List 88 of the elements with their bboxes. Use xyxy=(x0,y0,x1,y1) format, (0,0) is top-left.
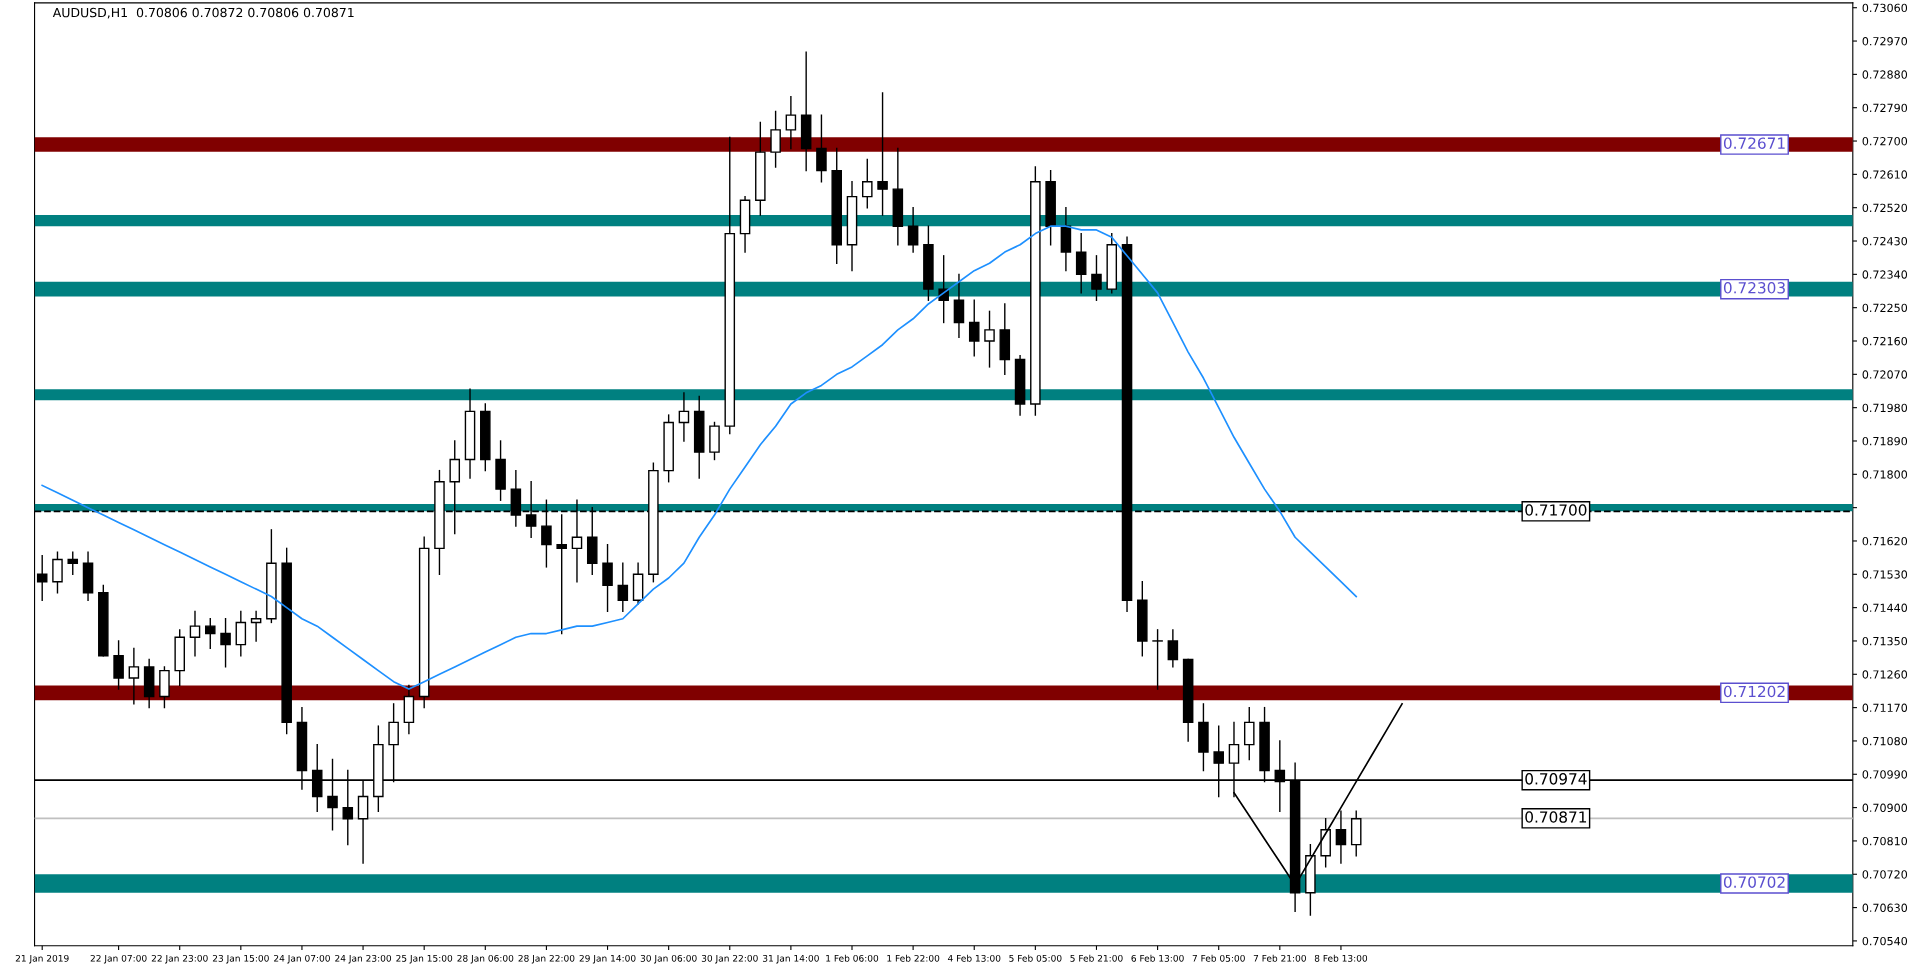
candlestick xyxy=(785,95,797,150)
line-series xyxy=(41,225,1358,690)
candlestick xyxy=(556,514,567,635)
x-tick-label: 5 Feb 21:00 xyxy=(1070,954,1123,962)
candlestick xyxy=(1243,706,1255,761)
candlestick xyxy=(770,110,781,168)
candlestick xyxy=(862,158,873,209)
candlestick xyxy=(816,114,827,183)
candlestick xyxy=(678,392,690,442)
x-tick-label: 28 Jan 06:00 xyxy=(457,954,514,964)
y-tick-label: 0.71170 xyxy=(1862,703,1908,712)
x-tick-label: 22 Jan 07:00 xyxy=(90,954,147,964)
y-tick-label: 0.72970 xyxy=(1862,37,1908,46)
x-tick-label: 6 Feb 13:00 xyxy=(1131,954,1184,962)
candlestick xyxy=(67,551,79,575)
y-tick-label: 0.72700 xyxy=(1862,137,1908,146)
candlestick xyxy=(617,562,629,613)
candlestick xyxy=(128,647,140,705)
y-tick-label: 0.70720 xyxy=(1862,870,1908,879)
candlestick xyxy=(602,543,613,613)
x-tick-label: 25 Jan 15:00 xyxy=(396,954,453,964)
x-tick-label: 1 Feb 22:00 xyxy=(887,954,940,962)
candlestick xyxy=(953,273,965,338)
y-tick-label: 0.71620 xyxy=(1862,536,1908,546)
candlestick xyxy=(250,610,262,642)
y-tick-label: 0.71800 xyxy=(1862,470,1908,479)
candlestick xyxy=(52,551,63,594)
candlestick xyxy=(113,640,124,690)
y-tick-label: 0.72610 xyxy=(1862,170,1908,179)
x-tick-label: 7 Feb 05:00 xyxy=(1192,954,1245,962)
x-tick-label: 23 Jan 15:00 xyxy=(212,954,269,964)
candlestick xyxy=(968,299,980,357)
y-tick-label: 0.72070 xyxy=(1862,370,1908,379)
y-tick-label: 0.71530 xyxy=(1862,570,1908,579)
x-tick-label: 1 Feb 06:00 xyxy=(826,954,879,962)
x-tick-label: 29 Jan 14:00 xyxy=(579,954,636,964)
y-tick-label: 0.71350 xyxy=(1862,636,1908,646)
candlestick xyxy=(938,255,949,324)
y-tick-label: 0.72250 xyxy=(1862,303,1908,313)
x-tick-label: 30 Jan 22:00 xyxy=(701,954,758,964)
ref-line-label: 0.70974 xyxy=(1525,773,1587,785)
x-tick-label: 21 Jan 2019 xyxy=(15,954,69,964)
x-tick-label: 4 Feb 13:00 xyxy=(947,954,1001,962)
candlestick xyxy=(1167,629,1179,668)
y-tick-label: 0.73060 xyxy=(1862,3,1908,13)
y-tick-label: 0.72340 xyxy=(1862,270,1908,279)
y-tick-label: 0.71980 xyxy=(1862,403,1908,413)
candlestick xyxy=(877,92,888,216)
ref-line-label: 0.70871 xyxy=(1525,811,1587,823)
x-tick-label: 24 Jan 07:00 xyxy=(274,954,330,964)
ref-line-label: 0.71700 xyxy=(1525,504,1587,516)
band-label: 0.72303 xyxy=(1723,282,1785,294)
band-label: 0.72671 xyxy=(1723,137,1785,149)
y-tick-label: 0.70540 xyxy=(1862,936,1908,946)
x-tick-label: 22 Jan 23:00 xyxy=(151,954,208,964)
band-label: 0.70702 xyxy=(1723,876,1785,888)
y-tick-label: 0.71440 xyxy=(1862,603,1908,613)
y-tick-label: 0.72160 xyxy=(1862,336,1908,346)
x-tick-label: 31 Jan 14:00 xyxy=(763,954,819,964)
chart-title: AUDUSD,H1 0.70806 0.70872 0.70806 0.70871 xyxy=(52,7,354,19)
y-tick-label: 0.72430 xyxy=(1862,236,1908,246)
y-tick-label: 0.70900 xyxy=(1862,803,1908,812)
candlestick xyxy=(1152,629,1163,690)
y-tick-label: 0.70630 xyxy=(1862,903,1908,912)
y-tick-label: 0.71890 xyxy=(1862,436,1908,446)
candlestick xyxy=(1335,810,1347,864)
x-tick-label: 5 Feb 05:00 xyxy=(1009,954,1062,962)
y-tick-label: 0.70810 xyxy=(1862,836,1908,846)
candlestick xyxy=(235,610,247,657)
y-tick-label: 0.71260 xyxy=(1862,670,1908,679)
y-tick-label: 0.72790 xyxy=(1862,103,1908,113)
candlestick xyxy=(189,610,201,657)
y-tick-label: 0.70990 xyxy=(1862,770,1908,779)
candlestick xyxy=(984,310,995,368)
y-tick-label: 0.72880 xyxy=(1862,70,1908,79)
y-tick-label: 0.71080 xyxy=(1862,736,1908,746)
x-tick-label: 30 Jan 06:00 xyxy=(640,954,697,964)
x-tick-label: 28 Jan 22:00 xyxy=(518,954,575,964)
candlestick xyxy=(1091,255,1102,301)
candlestick xyxy=(907,206,919,253)
x-tick-label: 8 Feb 13:00 xyxy=(1314,954,1368,962)
candlestick xyxy=(1075,232,1087,294)
y-tick-label: 0.72520 xyxy=(1862,203,1908,213)
band-label: 0.71202 xyxy=(1723,685,1785,698)
x-tick-label: 24 Jan 23:00 xyxy=(335,954,392,964)
candlestick xyxy=(220,618,231,668)
x-tick-label: 7 Feb 21:00 xyxy=(1253,954,1306,962)
candlestick xyxy=(204,618,216,650)
